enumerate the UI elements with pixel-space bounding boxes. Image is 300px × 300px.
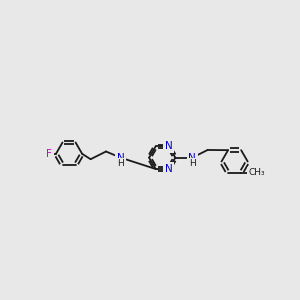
Text: F: F (46, 149, 52, 159)
Text: CH₃: CH₃ (249, 168, 266, 177)
Text: N: N (165, 141, 172, 151)
Text: N: N (165, 141, 172, 151)
Text: N: N (165, 164, 172, 174)
Text: H: H (189, 159, 196, 168)
Text: N: N (165, 164, 172, 174)
Text: N: N (188, 153, 196, 163)
Text: N: N (117, 153, 124, 163)
Text: H: H (117, 159, 124, 168)
